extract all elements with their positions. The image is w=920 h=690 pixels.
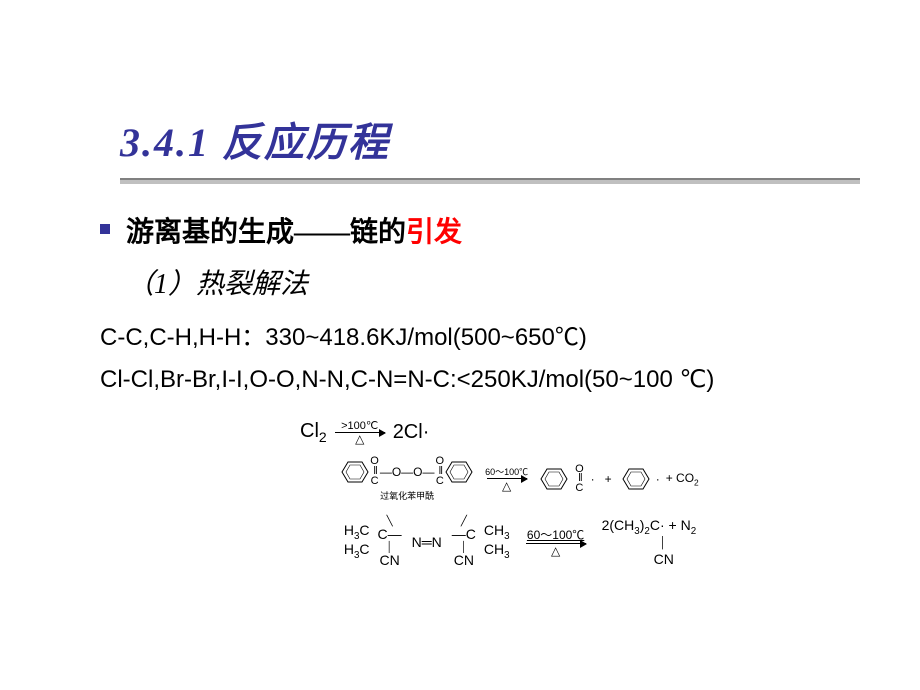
carbonyl-c-2: C: [436, 477, 444, 487]
arrow-3-top: 60～100℃: [527, 526, 584, 543]
arrow-1-bottom: △: [355, 433, 364, 445]
carbonyl-c-1: C: [371, 477, 379, 487]
benzene-ring-icon-2: [445, 460, 473, 484]
cn-2: CN: [454, 553, 474, 568]
carbonyl-1: O ‖ C: [370, 457, 379, 487]
benzoyl-label: 过氧化苯甲酰: [380, 489, 434, 502]
content-block: 游离基的生成——链的引发 （1）热裂解法 C-C,C-H,H-H：330~418…: [100, 210, 880, 404]
reaction-aibn: H3C H3C ╲ C— │ CN N═N ╱ —C │ CN CH3 CH3 …: [160, 516, 880, 569]
co2-product: + CO2: [666, 471, 699, 487]
title-underline-shadow: [120, 180, 860, 184]
carbonyl-c-3: C: [575, 484, 583, 494]
cl2-product: 2Cl·: [393, 421, 430, 444]
product-bond: │: [660, 537, 667, 550]
peroxide-o1: —O—O—: [380, 465, 435, 479]
plus-1: +: [605, 472, 612, 486]
cl2-reactant: Cl2: [300, 420, 327, 445]
arrow-3: 60～100℃ △: [526, 526, 586, 558]
bullet-row: 游离基的生成——链的引发: [100, 210, 880, 250]
product-cn: CN: [654, 551, 674, 568]
h3c-top: H3C: [344, 523, 370, 543]
arrow-3-bottom: △: [551, 544, 560, 558]
subtitle: （1）热裂解法: [126, 262, 880, 302]
aibn-right: CH3 CH3: [484, 523, 510, 562]
reaction-benzoyl-peroxide: O ‖ C —O—O— O ‖ C 过氧化苯甲酰 60～100℃ △: [160, 457, 880, 502]
body-line-1: C-C,C-H,H-H：330~418.6KJ/mol(500~650℃): [100, 320, 880, 356]
co2-sub: 2: [694, 478, 699, 488]
benzoyl-peroxide-reactant: O ‖ C —O—O— O ‖ C 过氧化苯甲酰: [341, 457, 473, 502]
aibn-c1: ╲ C— │ CN: [378, 516, 402, 569]
slide-title: 3.4.1 反应历程: [120, 110, 860, 174]
title-block: 3.4.1 反应历程: [120, 110, 860, 184]
ch3-top: CH3: [484, 523, 510, 543]
azo-link: N═N: [412, 534, 442, 550]
reactions-block: Cl2 >100℃ △ 2Cl· O ‖ C —O—O— O: [100, 420, 880, 568]
benzene-ring-icon-4: [622, 467, 650, 491]
carbonyl-3: O ‖ C: [575, 465, 584, 495]
aibn-product-line1: 2(CH3)2C· + N2: [602, 517, 697, 538]
aibn-left: H3C H3C: [344, 523, 370, 562]
arrow-2: 60～100℃ △: [485, 465, 528, 493]
aibn-product: 2(CH3)2C· + N2 │ CN: [602, 517, 697, 568]
arrow-3-line: [526, 543, 586, 544]
bullet-highlight: 引发: [406, 217, 462, 248]
bullet-icon: [100, 224, 110, 234]
benzene-ring-icon-3: [540, 467, 568, 491]
arrow-2-bottom: △: [502, 479, 511, 493]
benzene-ring-icon: [341, 460, 369, 484]
aibn-c2: ╱ —C │ CN: [452, 516, 476, 569]
cl2-symbol: Cl: [300, 420, 319, 442]
benzoyl-row: O ‖ C —O—O— O ‖ C: [341, 457, 473, 487]
body-line-2: Cl-Cl,Br-Br,I-I,O-O,N-N,C-N=N-C:<250KJ/m…: [100, 362, 880, 398]
benzoyl-radical-dot: ·: [591, 472, 595, 486]
arrow-1: >100℃ △: [335, 421, 385, 445]
phenyl-radical-dot: ·: [656, 472, 660, 486]
h3c-bot: H3C: [344, 542, 370, 562]
arrow-1-line: [335, 432, 385, 433]
bullet-prefix: 游离基的生成——链的: [126, 217, 406, 248]
cl2-sub: 2: [319, 429, 327, 445]
co2-text: + CO: [666, 471, 694, 485]
carbonyl-2: O ‖ C: [436, 457, 445, 487]
arrow-2-line: [487, 478, 527, 479]
reaction-cl2: Cl2 >100℃ △ 2Cl·: [300, 420, 880, 445]
ch3-bot: CH3: [484, 542, 510, 562]
arrow-1-top: >100℃: [341, 421, 378, 432]
bullet-text: 游离基的生成——链的引发: [126, 210, 462, 250]
cn-1: CN: [379, 553, 399, 568]
